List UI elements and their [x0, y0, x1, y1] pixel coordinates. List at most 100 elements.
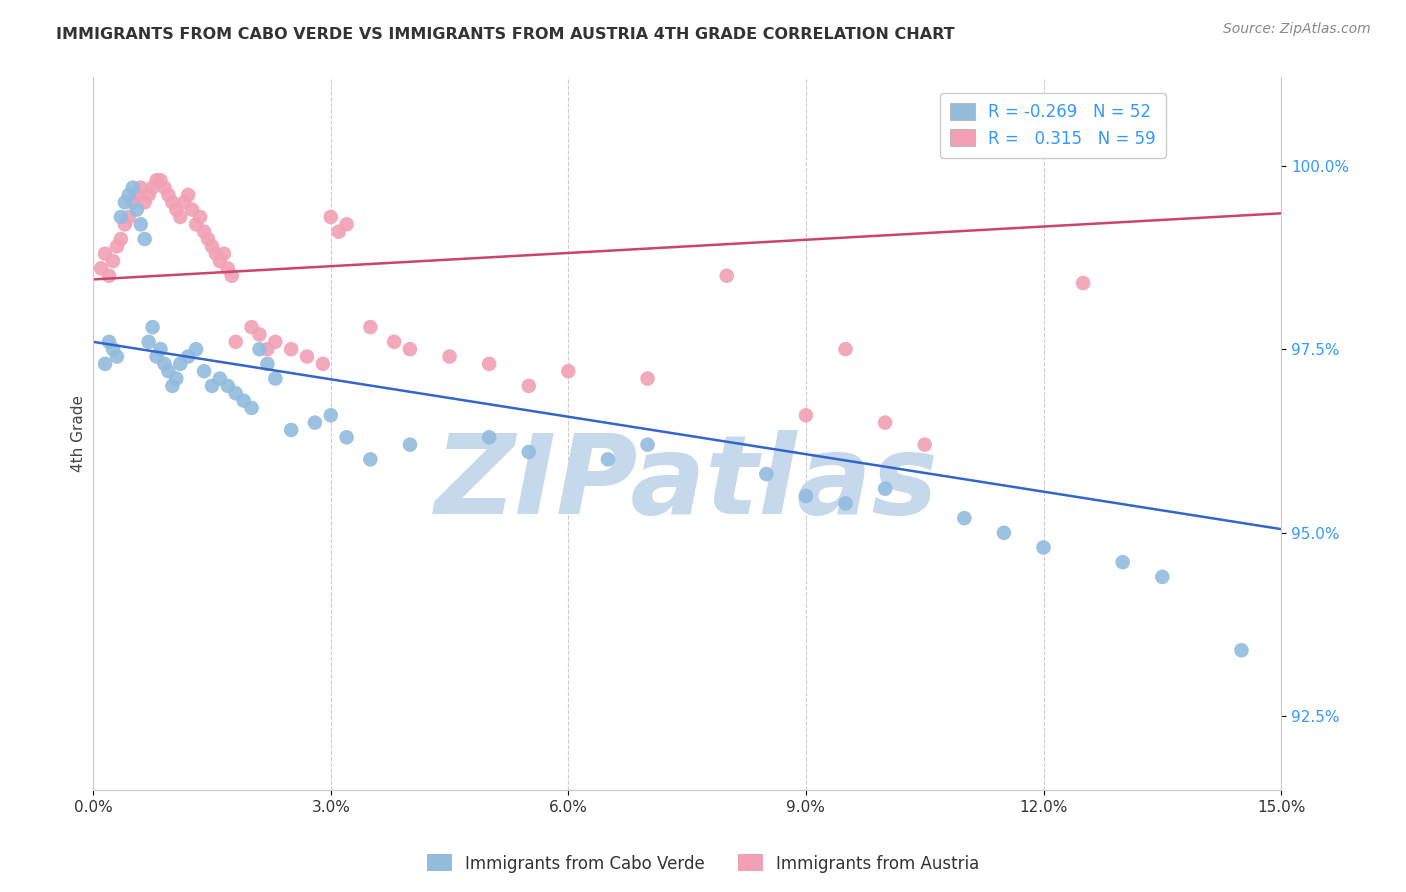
Point — [105, 350, 128, 364]
Point — [169, 210, 191, 224]
Point — [336, 430, 359, 444]
Point — [249, 342, 271, 356]
Point — [110, 210, 132, 224]
Point — [138, 188, 160, 202]
Point — [328, 225, 350, 239]
Point — [256, 357, 278, 371]
Point — [1071, 276, 1094, 290]
Point — [217, 261, 239, 276]
Point — [177, 188, 200, 202]
Point — [221, 268, 243, 283]
Point — [1112, 555, 1135, 569]
Point — [110, 232, 132, 246]
Point — [142, 320, 165, 334]
Point — [142, 180, 165, 194]
Point — [264, 371, 287, 385]
Point — [240, 320, 263, 334]
Point — [181, 202, 204, 217]
Point — [875, 482, 897, 496]
Point — [217, 379, 239, 393]
Point — [240, 401, 263, 415]
Point — [637, 371, 659, 385]
Point — [319, 210, 342, 224]
Point — [794, 489, 817, 503]
Point — [193, 225, 215, 239]
Point — [359, 452, 381, 467]
Point — [98, 268, 121, 283]
Point — [197, 232, 219, 246]
Point — [834, 496, 856, 510]
Point — [755, 467, 778, 481]
Point — [439, 350, 461, 364]
Point — [165, 371, 187, 385]
Point — [94, 246, 117, 260]
Point — [153, 357, 176, 371]
Point — [794, 409, 817, 423]
Point — [184, 217, 207, 231]
Point — [165, 202, 187, 217]
Point — [517, 445, 540, 459]
Point — [118, 210, 141, 224]
Point — [94, 357, 117, 371]
Point — [716, 268, 738, 283]
Point — [382, 334, 405, 349]
Point — [121, 180, 143, 194]
Point — [138, 334, 160, 349]
Point — [249, 327, 271, 342]
Point — [114, 195, 136, 210]
Point — [280, 342, 302, 356]
Point — [359, 320, 381, 334]
Point — [90, 261, 112, 276]
Legend: Immigrants from Cabo Verde, Immigrants from Austria: Immigrants from Cabo Verde, Immigrants f… — [420, 847, 986, 880]
Point — [134, 232, 156, 246]
Point — [157, 188, 180, 202]
Point — [101, 254, 124, 268]
Point — [98, 334, 121, 349]
Point — [478, 357, 501, 371]
Point — [153, 180, 176, 194]
Point — [125, 188, 148, 202]
Point — [225, 334, 247, 349]
Point — [336, 217, 359, 231]
Point — [134, 195, 156, 210]
Point — [125, 202, 148, 217]
Point — [517, 379, 540, 393]
Point — [208, 371, 231, 385]
Text: Source: ZipAtlas.com: Source: ZipAtlas.com — [1223, 22, 1371, 37]
Point — [225, 386, 247, 401]
Point — [105, 239, 128, 253]
Point — [399, 342, 422, 356]
Point — [193, 364, 215, 378]
Point — [557, 364, 579, 378]
Point — [953, 511, 976, 525]
Point — [101, 342, 124, 356]
Point — [264, 334, 287, 349]
Point — [129, 217, 152, 231]
Point — [295, 350, 318, 364]
Point — [162, 379, 184, 393]
Point — [875, 416, 897, 430]
Point — [280, 423, 302, 437]
Point — [177, 350, 200, 364]
Point — [914, 437, 936, 451]
Text: ZIPatlas: ZIPatlas — [436, 430, 939, 537]
Point — [145, 173, 167, 187]
Point — [993, 525, 1015, 540]
Point — [1032, 541, 1054, 555]
Point — [312, 357, 335, 371]
Point — [304, 416, 326, 430]
Point — [637, 437, 659, 451]
Point — [118, 188, 141, 202]
Point — [129, 180, 152, 194]
Point — [232, 393, 254, 408]
Point — [596, 452, 619, 467]
Point — [208, 254, 231, 268]
Point — [121, 195, 143, 210]
Point — [114, 217, 136, 231]
Point — [834, 342, 856, 356]
Point — [184, 342, 207, 356]
Point — [188, 210, 211, 224]
Point — [149, 173, 172, 187]
Point — [169, 357, 191, 371]
Point — [1230, 643, 1253, 657]
